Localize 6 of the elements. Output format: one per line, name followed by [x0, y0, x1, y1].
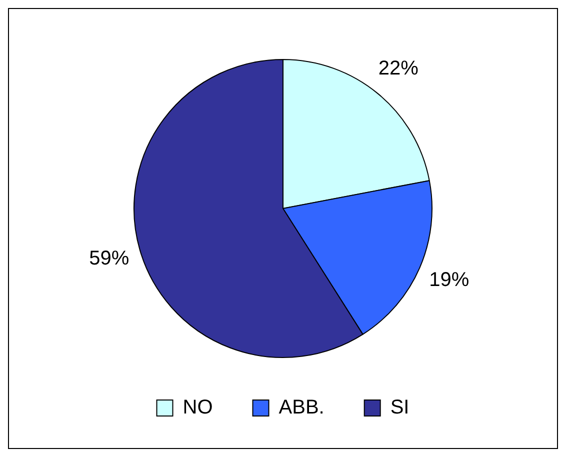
legend-label: SI — [390, 396, 410, 419]
data-label: 22% — [378, 58, 419, 80]
legend-label: NO — [182, 396, 213, 419]
data-label: 59% — [89, 248, 130, 270]
data-label: 19% — [429, 268, 470, 291]
legend-label: ABB. — [278, 396, 324, 419]
